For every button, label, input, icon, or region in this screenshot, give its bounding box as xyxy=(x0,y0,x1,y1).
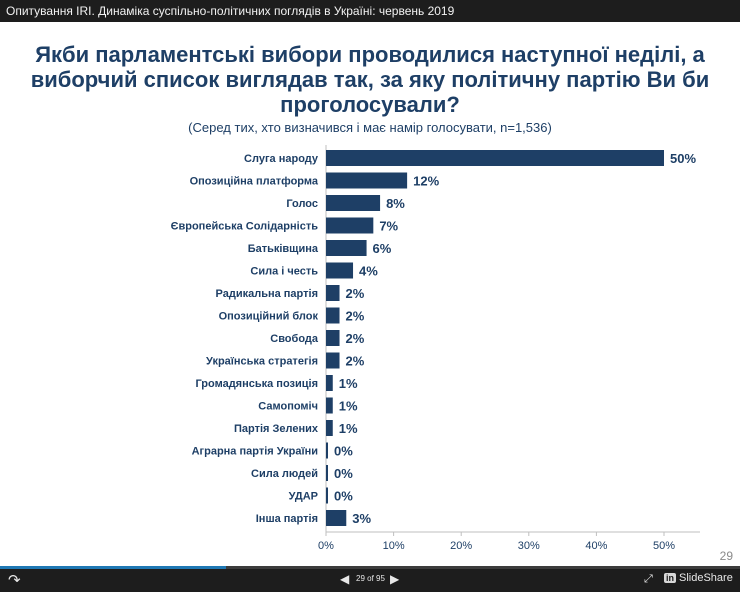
bar xyxy=(326,195,381,211)
category-label: Опозиційний блок xyxy=(219,311,319,323)
category-label: Європейська Солідарність xyxy=(171,221,319,233)
value-label: 12% xyxy=(413,174,439,189)
bar xyxy=(326,217,374,234)
slide-subtitle: (Серед тих, хто визначився і має намір г… xyxy=(188,120,552,135)
x-tick-label: 10% xyxy=(383,540,405,552)
presentation-title: Опитування IRI. Динаміка суспільно-політ… xyxy=(6,4,455,18)
player-controls: ↷ ◀ 29 of 95 ▶ ⤢ in SlideShare xyxy=(0,566,740,592)
bar xyxy=(326,172,408,189)
value-label: 0% xyxy=(334,444,353,459)
value-label: 50% xyxy=(670,151,696,166)
slideshare-logo[interactable]: in SlideShare xyxy=(664,572,733,584)
bar xyxy=(326,510,347,526)
bar xyxy=(326,442,328,459)
value-label: 1% xyxy=(339,399,358,414)
category-label: Свобода xyxy=(270,333,319,345)
category-label: Інша партія xyxy=(256,513,318,525)
bar-chart: Слуга народу 50% Опозиційна платформа 12% Го… xyxy=(171,145,700,552)
progress-fill xyxy=(0,566,226,569)
x-tick-label: 50% xyxy=(653,540,675,552)
value-label: 2% xyxy=(346,286,365,301)
bar xyxy=(326,240,367,256)
value-label: 4% xyxy=(359,264,378,279)
category-label: Радикальна партія xyxy=(216,288,318,300)
slide-heading: Якби парламентські вибори проводилися на… xyxy=(30,42,710,117)
x-tick-label: 40% xyxy=(585,540,607,552)
bar xyxy=(326,330,340,346)
bar xyxy=(326,397,333,414)
value-label: 6% xyxy=(373,241,392,256)
category-label: Громадянська позиція xyxy=(195,378,318,390)
x-tick-label: 30% xyxy=(518,540,540,552)
bar xyxy=(326,307,340,324)
bar xyxy=(326,285,340,301)
next-arrow-icon[interactable]: ▶ xyxy=(390,572,400,586)
category-label: Сила людей xyxy=(251,468,318,480)
bar xyxy=(326,420,333,436)
page-indicator: 29 of 95 xyxy=(356,574,385,583)
category-label: Слуга народу xyxy=(244,153,319,165)
brand-label: SlideShare xyxy=(679,572,733,584)
x-tick-label: 20% xyxy=(450,540,472,552)
category-label: Українська стратегія xyxy=(206,356,318,368)
bar xyxy=(326,150,664,166)
viewer-title-bar: Опитування IRI. Динаміка суспільно-політ… xyxy=(0,0,740,22)
x-tick-label: 0% xyxy=(318,540,334,552)
bar xyxy=(326,375,333,391)
value-label: 0% xyxy=(334,466,353,481)
category-label: Сила і честь xyxy=(250,266,318,278)
value-label: 1% xyxy=(339,421,358,436)
value-label: 7% xyxy=(379,219,398,234)
value-label: 8% xyxy=(386,196,405,211)
category-label: Голос xyxy=(286,198,318,210)
bar xyxy=(326,465,328,481)
category-label: Опозиційна платформа xyxy=(190,176,319,188)
category-label: Батьківщина xyxy=(248,243,319,255)
progress-bar[interactable] xyxy=(0,566,740,569)
bar xyxy=(326,487,328,504)
expand-icon[interactable]: ⤢ xyxy=(644,572,653,585)
category-label: Аграрна партія України xyxy=(192,446,318,458)
value-label: 2% xyxy=(346,309,365,324)
prev-arrow-icon[interactable]: ◀ xyxy=(340,572,350,586)
bar xyxy=(326,352,340,369)
value-label: 0% xyxy=(334,489,353,504)
slide: Якби парламентські вибори проводилися на… xyxy=(0,22,740,566)
value-label: 3% xyxy=(352,511,371,526)
share-icon[interactable]: ↷ xyxy=(8,571,21,589)
bar xyxy=(326,262,354,279)
value-label: 2% xyxy=(346,331,365,346)
category-label: Самопоміч xyxy=(258,401,318,413)
linkedin-icon: in xyxy=(664,573,676,583)
value-label: 1% xyxy=(339,376,358,391)
category-label: Партія Зелених xyxy=(234,423,319,435)
value-label: 2% xyxy=(346,354,365,369)
category-label: УДАР xyxy=(289,491,318,503)
slide-number: 29 xyxy=(719,549,733,563)
